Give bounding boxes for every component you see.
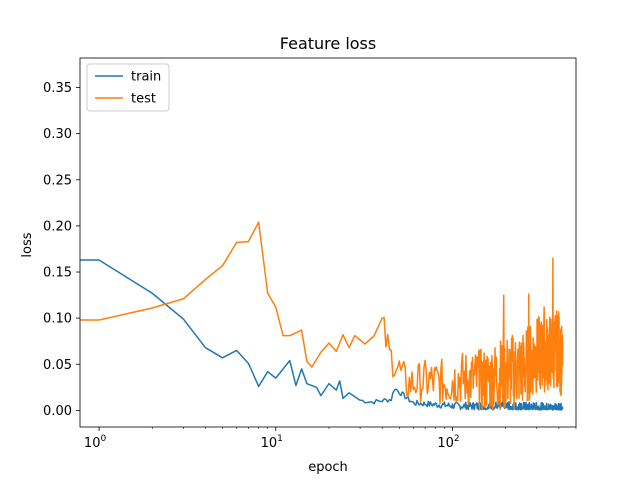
x-tick-label: 101 — [261, 434, 283, 451]
x-axis-title: epoch — [308, 460, 348, 475]
y-tick-label: 0.15 — [43, 266, 72, 281]
x-tick-label: 102 — [437, 434, 459, 451]
chart-title: Feature loss — [280, 34, 376, 53]
series-line-test — [80, 221, 564, 411]
y-tick-label: 0.00 — [43, 404, 72, 419]
y-tick-label: 0.05 — [43, 358, 72, 373]
legend-label-train: train — [131, 70, 161, 85]
y-tick-label: 0.10 — [43, 312, 72, 327]
y-axis-title: loss — [20, 232, 35, 257]
legend-label-test: test — [131, 92, 156, 107]
y-tick-label: 0.20 — [43, 219, 72, 234]
plot-area: 0.00 0.05 0.10 0.15 0.20 0.25 0.30 0.35 100 101 10… — [43, 57, 577, 451]
series-line-train — [80, 259, 564, 411]
x-tick-label: 100 — [84, 434, 107, 451]
plot-frame — [79, 57, 577, 428]
legend: train test — [86, 63, 170, 112]
y-tick-label: 0.30 — [43, 127, 72, 142]
y-tick-label: 0.35 — [43, 81, 72, 96]
y-tick-label: 0.25 — [43, 173, 72, 188]
